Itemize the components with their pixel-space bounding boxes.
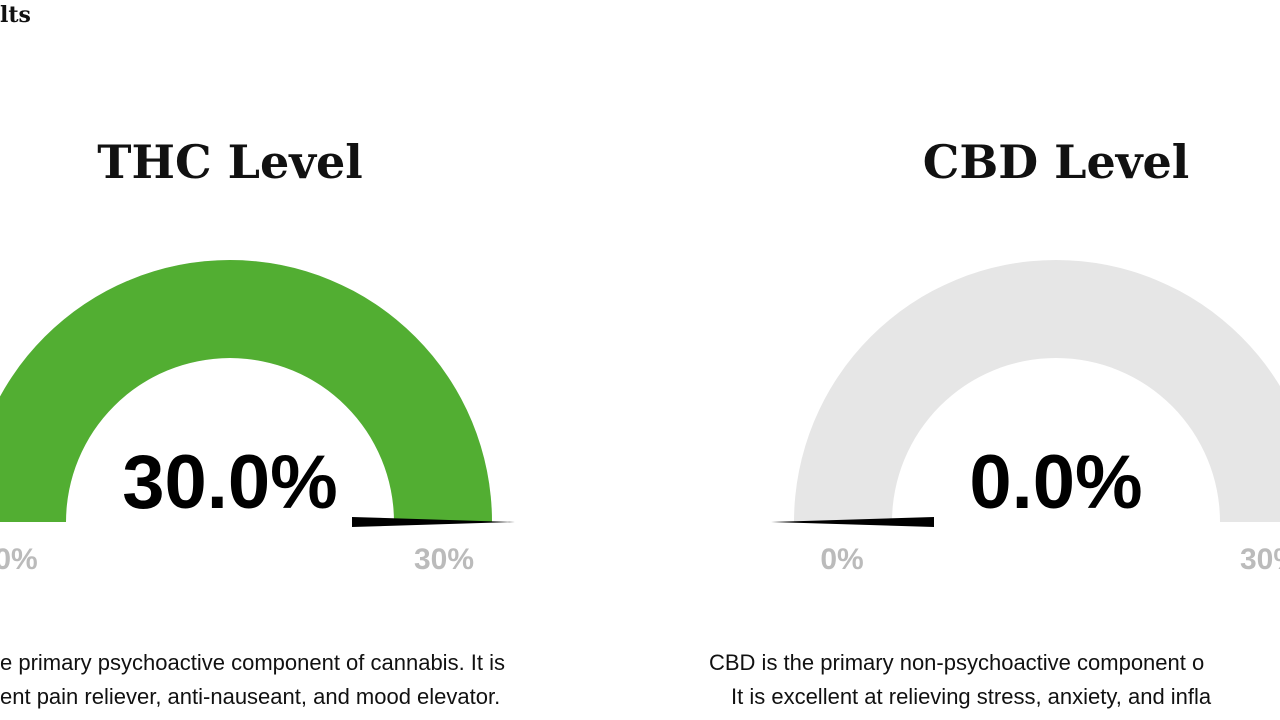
gauge-track [794,260,1280,522]
tick-label: 0% [0,543,38,576]
gauge-value: 30.0% [122,440,338,525]
tick-label: 0% [820,543,863,576]
gauge-fill [0,260,492,522]
gauge-needle [352,517,515,527]
page-title: lts [0,2,31,28]
description: ent pain reliever, anti-nauseant, and mo… [0,684,500,709]
gauge-title: CBD Level [923,135,1189,189]
gauge-needle [771,517,934,527]
tick-label: 30% [1240,543,1280,576]
gauge-value: 0.0% [969,440,1142,525]
gauge-title: THC Level [97,135,362,189]
description: CBD is the primary non-psychoactive comp… [709,650,1204,675]
description: e primary psychoactive component of cann… [0,650,505,675]
description: It is excellent at relieving stress, anx… [731,684,1212,709]
tick-label: 30% [414,543,474,576]
